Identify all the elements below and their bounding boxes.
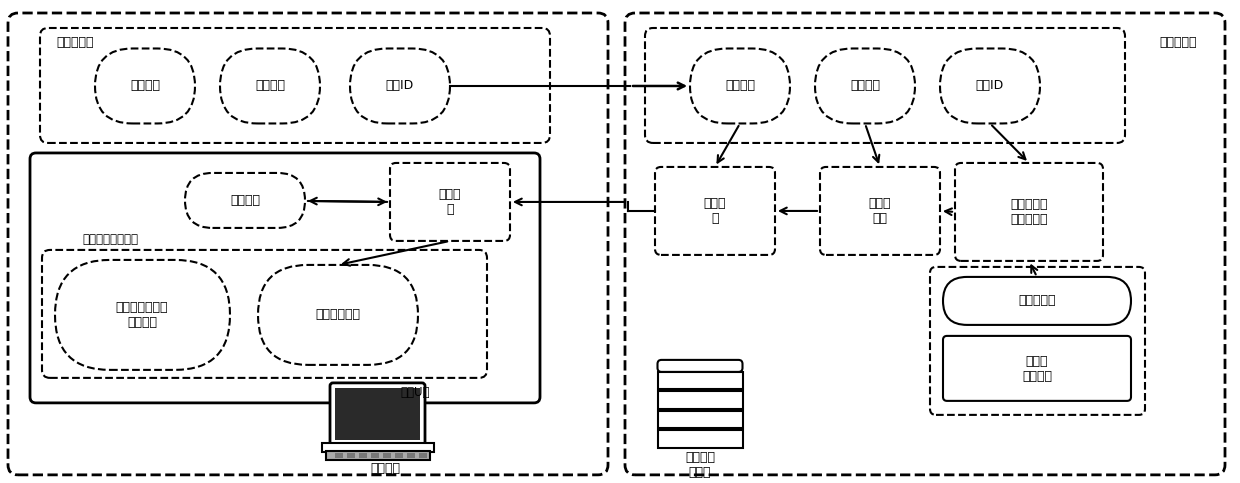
Text: 用户ID: 用户ID xyxy=(976,80,1004,92)
Bar xyxy=(347,453,355,458)
Text: 用户身份标识信息: 用户身份标识信息 xyxy=(82,233,138,246)
Bar xyxy=(360,453,367,458)
FancyBboxPatch shape xyxy=(350,48,450,124)
Text: 公钥加
密: 公钥加 密 xyxy=(704,197,727,225)
FancyBboxPatch shape xyxy=(815,48,915,124)
Bar xyxy=(657,391,743,409)
Bar xyxy=(335,453,343,458)
Text: 智能U盾: 智能U盾 xyxy=(401,386,430,399)
FancyBboxPatch shape xyxy=(942,336,1131,401)
Text: 用户口令: 用户口令 xyxy=(849,80,880,92)
FancyBboxPatch shape xyxy=(655,167,775,255)
Text: 用户公钥: 用户公钥 xyxy=(130,80,160,92)
Bar xyxy=(326,451,430,460)
Bar xyxy=(371,453,379,458)
FancyBboxPatch shape xyxy=(40,28,551,143)
Bar xyxy=(396,453,403,458)
FancyBboxPatch shape xyxy=(219,48,320,124)
FancyBboxPatch shape xyxy=(30,153,539,403)
Text: 用户口令: 用户口令 xyxy=(255,80,285,92)
Bar xyxy=(657,430,743,448)
Text: 名钥解
密: 名钥解 密 xyxy=(439,188,461,216)
Text: 服务器
秘密函数: 服务器 秘密函数 xyxy=(1022,355,1052,383)
FancyBboxPatch shape xyxy=(7,13,608,475)
FancyBboxPatch shape xyxy=(258,265,418,365)
Text: 测控应用
服务器: 测控应用 服务器 xyxy=(684,451,715,479)
FancyBboxPatch shape xyxy=(625,13,1225,475)
FancyBboxPatch shape xyxy=(55,260,229,370)
FancyBboxPatch shape xyxy=(185,173,305,228)
FancyBboxPatch shape xyxy=(689,48,790,124)
Text: 用户属性值: 用户属性值 xyxy=(56,37,94,49)
Bar xyxy=(657,411,743,428)
Bar xyxy=(657,372,743,389)
FancyBboxPatch shape xyxy=(95,48,195,124)
Text: 身份认证密钥: 身份认证密钥 xyxy=(315,309,361,321)
Bar xyxy=(383,453,391,458)
FancyBboxPatch shape xyxy=(942,277,1131,325)
FancyBboxPatch shape xyxy=(940,48,1040,124)
Bar xyxy=(419,453,427,458)
Text: 产生用户身
份标识信息: 产生用户身 份标识信息 xyxy=(1011,198,1048,226)
Text: 服务器密值: 服务器密值 xyxy=(1018,295,1055,307)
Text: 液保护
封装: 液保护 封装 xyxy=(869,197,892,225)
Text: 用户公钥: 用户公钥 xyxy=(229,195,260,207)
Text: 用户公钥: 用户公钥 xyxy=(725,80,755,92)
FancyBboxPatch shape xyxy=(645,28,1125,143)
Text: 不可导出用户身
份标识码: 不可导出用户身 份标识码 xyxy=(115,301,169,329)
FancyBboxPatch shape xyxy=(820,167,940,255)
FancyBboxPatch shape xyxy=(930,267,1145,415)
Bar xyxy=(335,388,420,440)
Text: 用户属性值: 用户属性值 xyxy=(1159,37,1197,49)
Text: 用户ID: 用户ID xyxy=(386,80,414,92)
FancyBboxPatch shape xyxy=(955,163,1104,261)
Bar xyxy=(407,453,415,458)
Text: 操控终端: 操控终端 xyxy=(370,462,401,475)
FancyBboxPatch shape xyxy=(330,383,425,445)
FancyBboxPatch shape xyxy=(391,163,510,241)
FancyBboxPatch shape xyxy=(657,360,743,372)
Bar xyxy=(322,443,434,452)
FancyBboxPatch shape xyxy=(42,250,487,378)
